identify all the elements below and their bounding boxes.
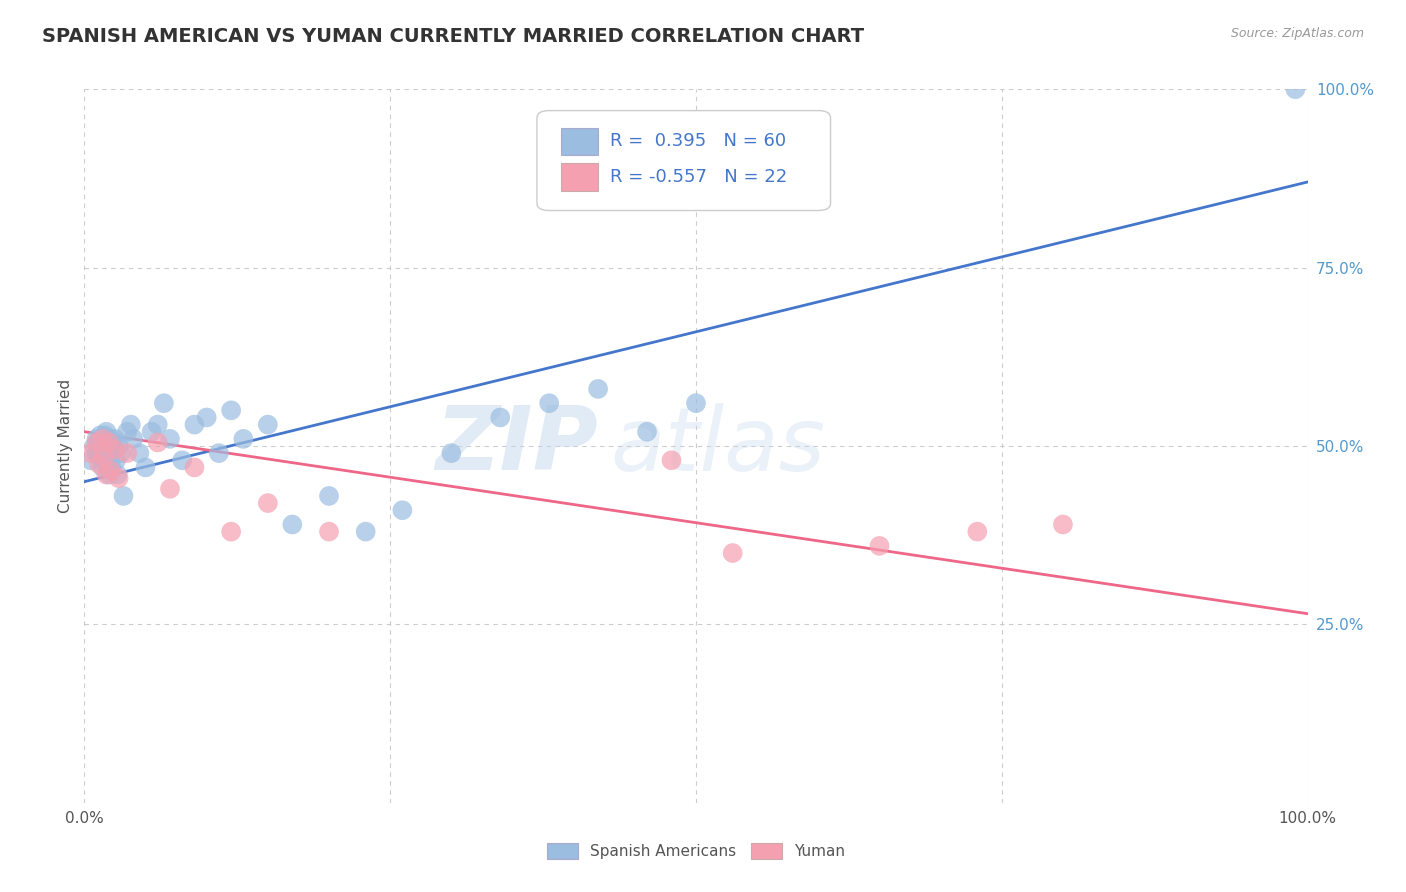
Point xyxy=(489,410,512,425)
Point xyxy=(869,539,891,553)
Point xyxy=(318,524,340,539)
Point xyxy=(97,435,120,450)
Point xyxy=(159,432,181,446)
Point xyxy=(91,460,114,475)
Point xyxy=(115,446,138,460)
Point xyxy=(141,425,163,439)
Point xyxy=(86,432,108,446)
Point xyxy=(98,432,121,446)
Point xyxy=(1052,517,1074,532)
Point xyxy=(105,453,128,467)
Point xyxy=(91,446,114,460)
Point xyxy=(120,417,142,432)
Point xyxy=(79,453,101,467)
Point xyxy=(232,432,254,446)
Point xyxy=(89,428,111,442)
Point xyxy=(105,467,128,482)
Point xyxy=(96,467,118,482)
Point xyxy=(97,446,120,460)
Point xyxy=(87,435,110,450)
Point xyxy=(91,432,114,446)
Point xyxy=(86,446,108,460)
Legend: Spanish Americans, Yuman: Spanish Americans, Yuman xyxy=(547,844,845,859)
Point xyxy=(257,496,280,510)
Point xyxy=(93,450,115,464)
Point xyxy=(354,524,377,539)
Point xyxy=(586,382,609,396)
Point xyxy=(538,396,561,410)
Point xyxy=(93,439,115,453)
Point xyxy=(94,450,117,464)
Point xyxy=(94,428,117,442)
Point xyxy=(112,489,135,503)
Text: R = -0.557   N = 22: R = -0.557 N = 22 xyxy=(610,168,787,186)
Point xyxy=(183,460,205,475)
Point xyxy=(87,442,110,457)
Point xyxy=(257,417,280,432)
Point xyxy=(100,460,122,475)
Text: R =  0.395   N = 60: R = 0.395 N = 60 xyxy=(610,132,786,150)
Point xyxy=(318,489,340,503)
Point xyxy=(97,435,120,450)
Point xyxy=(87,457,110,471)
Point xyxy=(1284,82,1306,96)
Text: atlas: atlas xyxy=(610,403,825,489)
Point xyxy=(685,396,707,410)
Point xyxy=(104,442,127,457)
Text: Source: ZipAtlas.com: Source: ZipAtlas.com xyxy=(1230,27,1364,40)
Point xyxy=(183,417,205,432)
Point xyxy=(97,442,120,457)
Point xyxy=(159,482,181,496)
Point xyxy=(440,446,463,460)
Text: ZIP: ZIP xyxy=(436,402,598,490)
Y-axis label: Currently Married: Currently Married xyxy=(58,379,73,513)
Point xyxy=(208,446,231,460)
Point xyxy=(219,403,242,417)
Point xyxy=(391,503,413,517)
Point xyxy=(97,467,120,482)
Point xyxy=(195,410,218,425)
Point xyxy=(636,425,658,439)
Point xyxy=(98,453,121,467)
Point xyxy=(661,453,683,467)
Point xyxy=(97,432,120,446)
Point xyxy=(110,446,132,460)
FancyBboxPatch shape xyxy=(537,111,831,211)
Point xyxy=(146,417,169,432)
Point xyxy=(89,450,111,464)
Text: SPANISH AMERICAN VS YUMAN CURRENTLY MARRIED CORRELATION CHART: SPANISH AMERICAN VS YUMAN CURRENTLY MARR… xyxy=(42,27,865,45)
Point xyxy=(103,442,125,457)
Point xyxy=(107,439,129,453)
Point xyxy=(79,446,101,460)
Point xyxy=(721,546,744,560)
Point xyxy=(86,435,108,450)
Point xyxy=(100,464,122,478)
Point xyxy=(153,396,176,410)
Point xyxy=(172,453,194,467)
Point xyxy=(135,460,157,475)
Point xyxy=(281,517,304,532)
Point xyxy=(115,425,138,439)
Point xyxy=(104,432,127,446)
Point xyxy=(219,524,242,539)
Point xyxy=(96,425,118,439)
Bar xyxy=(561,163,598,191)
Point xyxy=(100,439,122,453)
Point xyxy=(91,432,114,446)
Bar xyxy=(561,128,598,155)
Point xyxy=(966,524,988,539)
Point xyxy=(128,446,150,460)
Point xyxy=(122,432,145,446)
Point xyxy=(146,435,169,450)
Point xyxy=(107,471,129,485)
Point xyxy=(96,457,118,471)
Point xyxy=(83,439,105,453)
Point xyxy=(101,435,124,450)
